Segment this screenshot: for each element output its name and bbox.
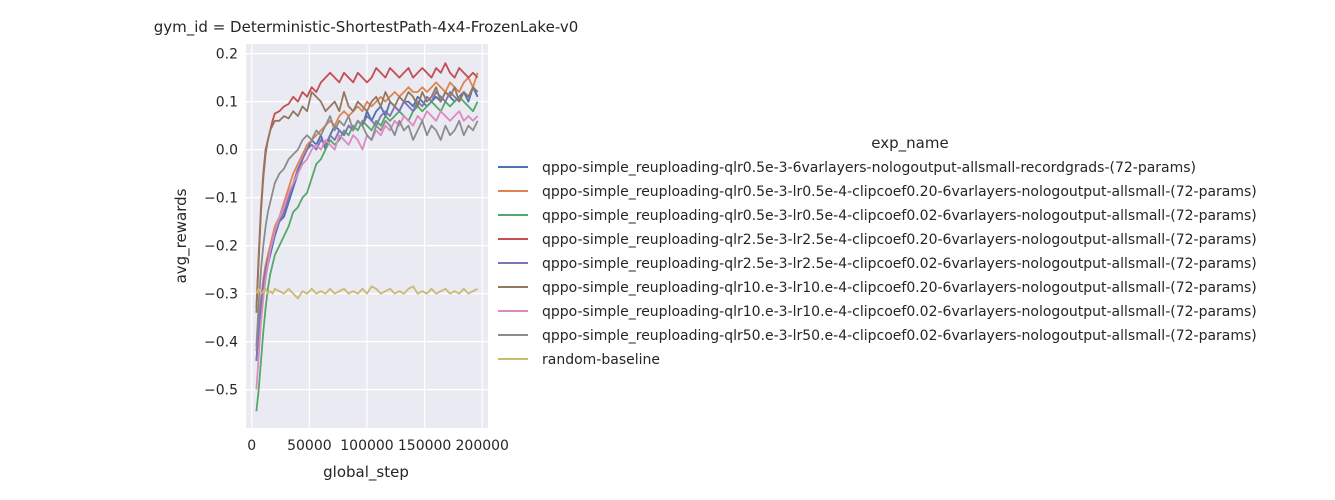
- series-line-3: [255, 95, 479, 412]
- x-axis: 0 50000 100000 150000 200000: [247, 438, 509, 454]
- legend-label: qppo-simple_reuploading-qlr50.e-3-lr50.e…: [542, 328, 1257, 344]
- legend-label: random-baseline: [542, 352, 660, 368]
- y-axis: −0.5 −0.4 −0.3 −0.2 −0.1 0.0 0.1 0.2: [204, 47, 238, 399]
- x-tick-label: 150000: [398, 438, 451, 454]
- legend-label: qppo-simple_reuploading-qlr10.e-3-lr10.e…: [542, 304, 1257, 320]
- x-axis-label: global_step: [323, 463, 409, 482]
- legend-label: qppo-simple_reuploading-qlr0.5e-3-6varla…: [542, 160, 1196, 176]
- grid: [246, 44, 488, 428]
- x-tick-label: 200000: [456, 438, 509, 454]
- legend: exp_name qppo-simple_reuploading-qlr0.5e…: [498, 134, 1257, 368]
- y-tick-label: 0.1: [216, 95, 238, 111]
- y-tick-label: 0.2: [216, 47, 238, 63]
- series-line-9: [255, 285, 479, 300]
- chart-title: gym_id = Deterministic-ShortestPath-4x4-…: [154, 18, 579, 37]
- legend-label: qppo-simple_reuploading-qlr0.5e-3-lr0.5e…: [542, 184, 1257, 200]
- series-line-8: [255, 115, 479, 347]
- legend-label: qppo-simple_reuploading-qlr2.5e-3-lr2.5e…: [542, 256, 1257, 272]
- y-axis-label: avg_rewards: [172, 188, 191, 283]
- y-tick-label: −0.1: [204, 191, 238, 207]
- legend-label: qppo-simple_reuploading-qlr10.e-3-lr10.e…: [542, 280, 1257, 296]
- x-tick-label: 50000: [287, 438, 332, 454]
- legend-label: qppo-simple_reuploading-qlr0.5e-3-lr0.5e…: [542, 208, 1257, 224]
- x-tick-label: 100000: [340, 438, 393, 454]
- series-line-7: [255, 110, 479, 390]
- legend-title: exp_name: [871, 134, 948, 153]
- series-line-4: [255, 62, 479, 309]
- y-tick-label: −0.5: [204, 383, 238, 399]
- x-tick-label: 0: [247, 438, 256, 454]
- y-tick-label: −0.2: [204, 239, 238, 255]
- y-tick-label: −0.3: [204, 287, 238, 303]
- legend-label: qppo-simple_reuploading-qlr2.5e-3-lr2.5e…: [542, 232, 1257, 248]
- y-tick-label: −0.4: [204, 335, 238, 351]
- y-tick-label: 0.0: [216, 143, 238, 159]
- series-line-6: [255, 86, 479, 313]
- series-lines: [255, 62, 479, 412]
